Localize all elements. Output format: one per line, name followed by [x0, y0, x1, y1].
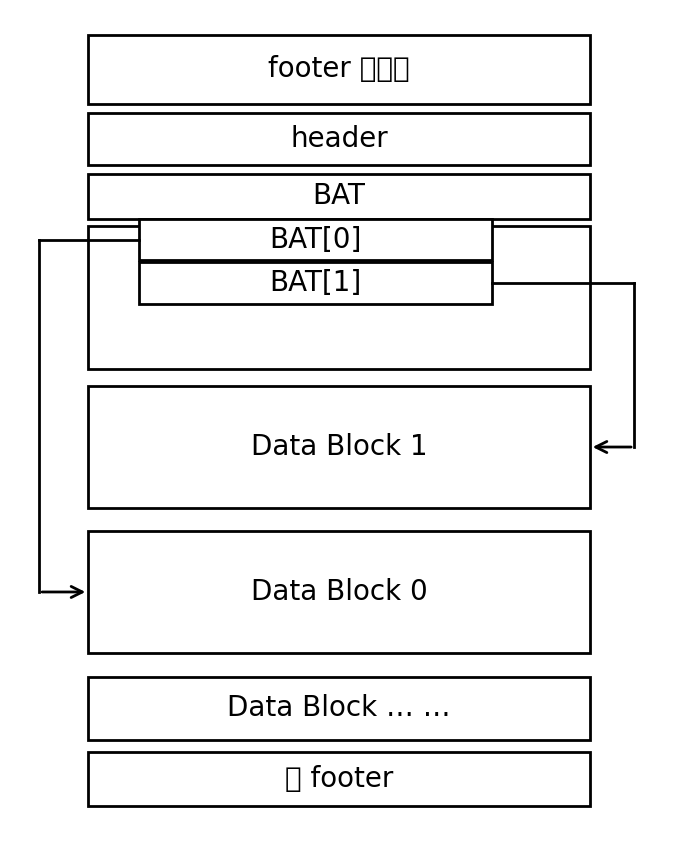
Bar: [88, 35, 590, 104]
Text: BAT[1]: BAT[1]: [269, 269, 361, 297]
Text: 主 footer: 主 footer: [285, 765, 393, 792]
Bar: [88, 386, 590, 508]
Bar: [88, 531, 590, 653]
Bar: [88, 226, 590, 369]
Text: Data Block 0: Data Block 0: [251, 578, 427, 606]
Bar: [139, 262, 492, 304]
Bar: [88, 113, 590, 165]
Text: Data Block … …: Data Block … …: [227, 694, 451, 722]
Bar: [139, 219, 492, 260]
Text: BAT: BAT: [313, 182, 365, 210]
Text: Data Block 1: Data Block 1: [251, 433, 427, 461]
Bar: [88, 677, 590, 740]
Text: footer 的拷贝: footer 的拷贝: [268, 56, 410, 83]
Bar: [88, 752, 590, 806]
Text: BAT[0]: BAT[0]: [269, 226, 361, 253]
Text: header: header: [290, 125, 388, 153]
Bar: [88, 174, 590, 219]
